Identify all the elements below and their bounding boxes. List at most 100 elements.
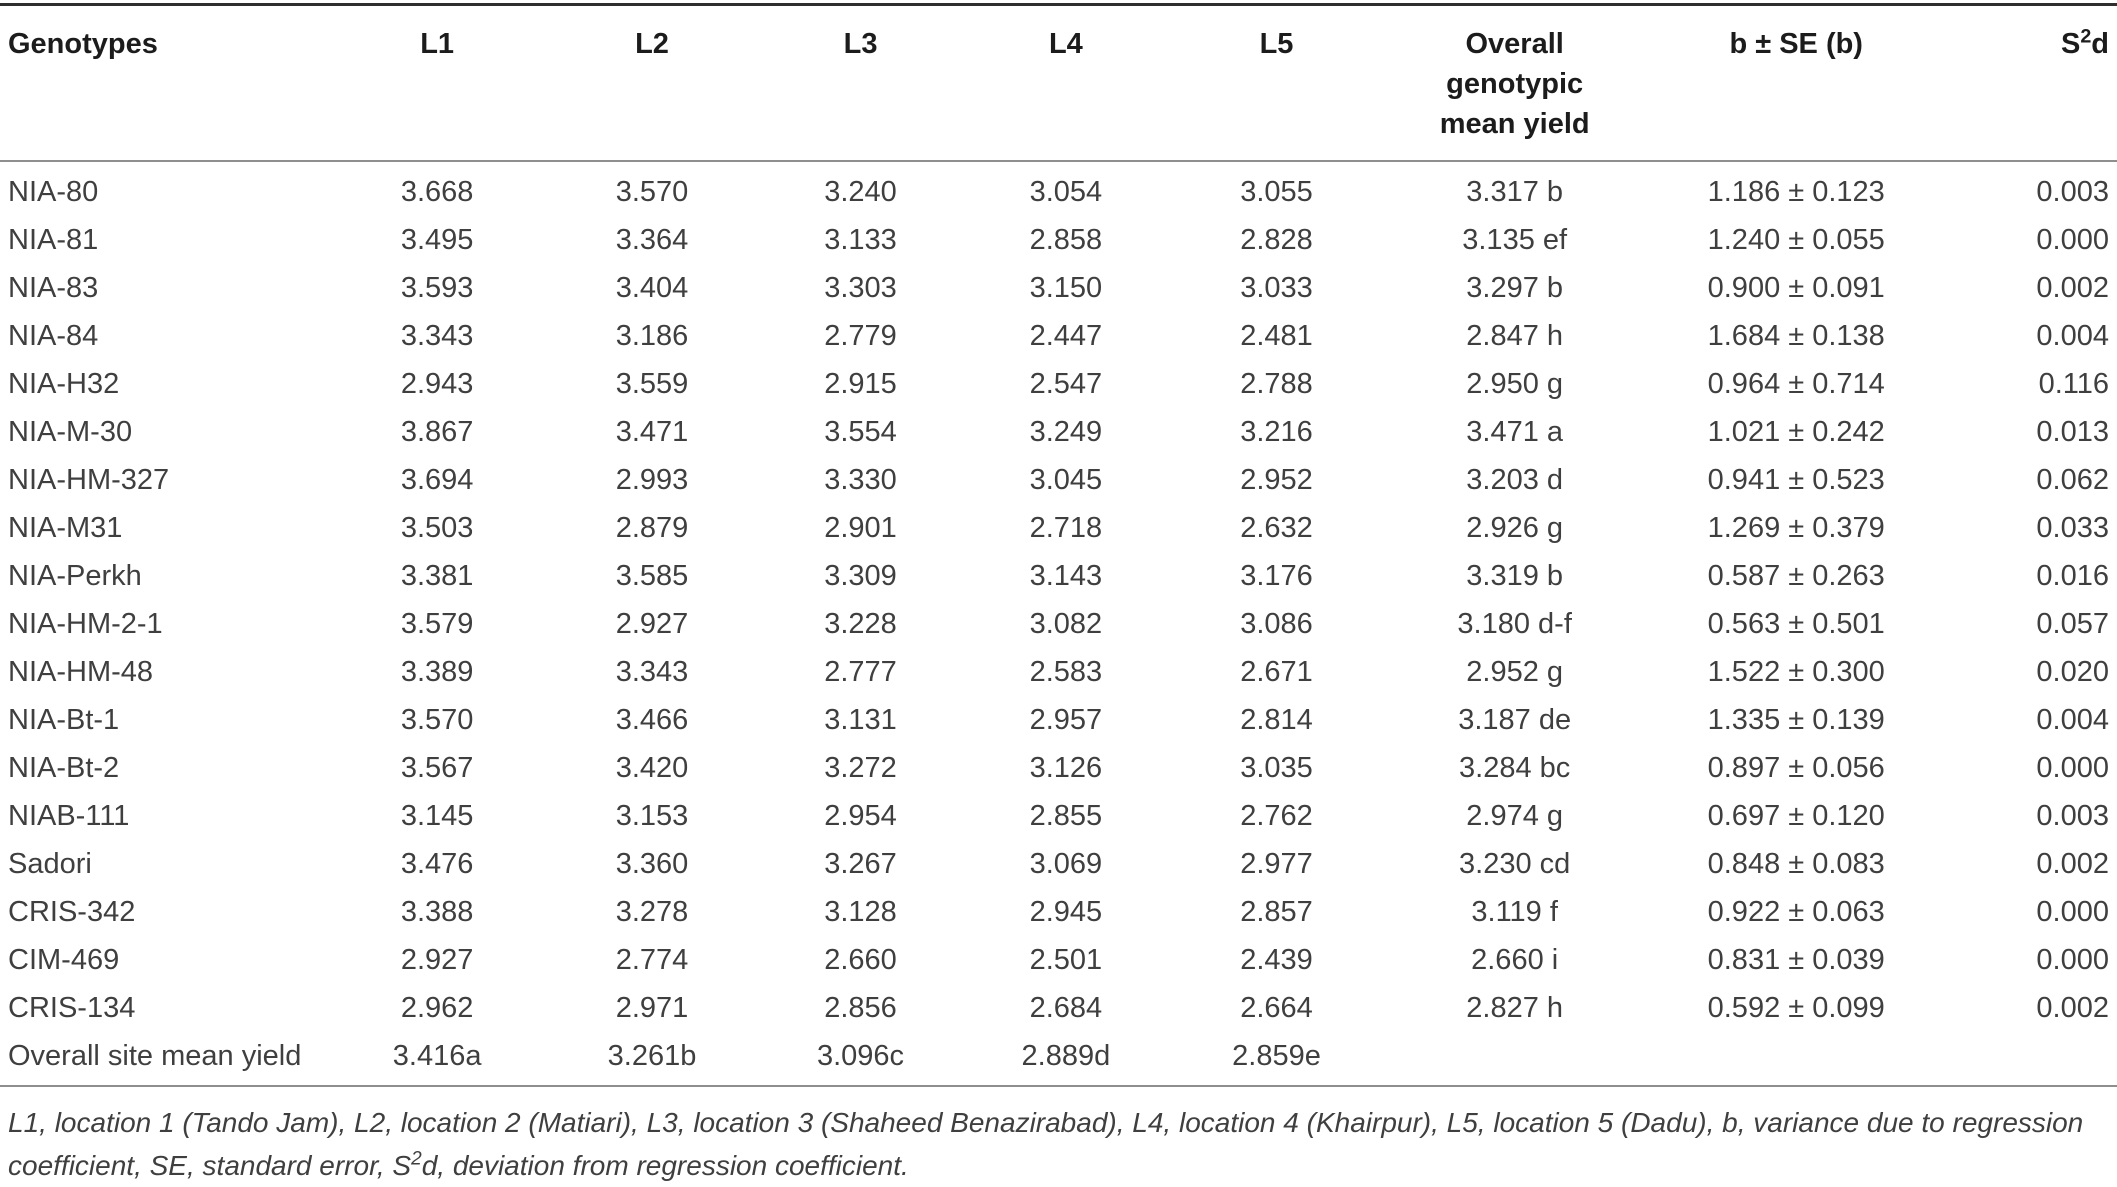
cell-l3: 3.267: [824, 848, 897, 880]
cell-b-se: [1645, 1033, 1948, 1086]
table-row: NIA-Bt-1 3.570 3.466 3.131 2.957 2.814 3.187 d…: [0, 697, 2117, 745]
cell-l2: 3.364: [615, 224, 689, 256]
cell-l4: 2.501: [1029, 944, 1103, 976]
cell-s2d: 0.116: [2038, 368, 2109, 400]
table-row: NIA-Perkh 3.381 3.585 3.309 3.143 3.176 3.319 …: [0, 553, 2117, 601]
header-l4: L4: [963, 4, 1169, 162]
cell-l2: 3.585: [615, 560, 689, 592]
cell-l5: 2.439: [1240, 944, 1313, 976]
cell-overall: 3.187 de: [1458, 704, 1572, 736]
cell-b-se: 1.269 ± 0.379: [1707, 512, 1885, 544]
header-l2: L2: [546, 4, 758, 162]
cell-overall: 2.660 i: [1471, 944, 1559, 976]
cell-l1: 3.476: [400, 848, 474, 880]
cell-l2: 2.927: [615, 608, 689, 640]
cell-b-se: 0.922 ± 0.063: [1707, 896, 1885, 928]
cell-l1: 3.381: [400, 560, 474, 592]
cell-l5: 3.176: [1240, 560, 1313, 592]
cell-l2: 3.404: [615, 272, 689, 304]
cell-s2d: 0.000: [2036, 896, 2109, 928]
header-s2d-base: S: [2060, 28, 2081, 60]
cell-l3: 3.131: [824, 704, 897, 736]
cell-l4: 2.855: [1029, 800, 1103, 832]
cell-l2: 3.471: [615, 416, 689, 448]
cell-b-se: 0.941 ± 0.523: [1707, 464, 1885, 496]
cell-l4: 2.547: [1029, 368, 1103, 400]
cell-l1: 2.962: [400, 992, 474, 1024]
cell-l3: 3.330: [824, 464, 897, 496]
cell-s2d: 0.033: [2036, 512, 2109, 544]
cell-b-se: 0.592 ± 0.099: [1707, 992, 1885, 1024]
cell-overall: 2.950 g: [1466, 368, 1564, 400]
cell-l4: 2.718: [1029, 512, 1103, 544]
cell-overall: 3.203 d: [1466, 464, 1564, 496]
cell-overall: 3.471 a: [1466, 416, 1564, 448]
cell-l5: 2.977: [1240, 848, 1313, 880]
cell-l1: 3.867: [400, 416, 474, 448]
cell-s2d: 0.003: [2036, 800, 2109, 832]
cell-genotype: NIA-M31: [8, 512, 123, 544]
cell-l3: 3.272: [824, 752, 897, 784]
cell-l3: 2.915: [824, 368, 897, 400]
footnote-text-1: L1, location 1 (Tando Jam), L2, location…: [8, 1107, 2084, 1181]
cell-genotype: CIM-469: [8, 944, 120, 976]
cell-l2: 3.261b: [607, 1040, 697, 1072]
cell-l2: 3.570: [615, 176, 689, 208]
cell-l4: 2.945: [1029, 896, 1103, 928]
cell-genotype: NIA-84: [8, 320, 99, 352]
cell-l5: 2.857: [1240, 896, 1313, 928]
cell-genotype: CRIS-342: [8, 896, 136, 928]
cell-l1: 3.389: [400, 656, 474, 688]
table-row: Sadori 3.476 3.360 3.267 3.069 2.977 3.230 cd 0…: [0, 841, 2117, 889]
cell-genotype: NIA-H32: [8, 368, 120, 400]
genotype-yield-table: Genotypes L1 L2 L3 L4 L5 Overall genotyp…: [0, 3, 2117, 1087]
cell-l1: 3.593: [400, 272, 474, 304]
table-row: CIM-469 2.927 2.774 2.660 2.501 2.439 2.660 i 0…: [0, 937, 2117, 985]
table-row: NIA-HM-48 3.389 3.343 2.777 2.583 2.671 2.952 …: [0, 649, 2117, 697]
table-body: NIA-80 3.668 3.570 3.240 3.054 3.055 3.317 b 1.…: [0, 161, 2117, 1086]
cell-l5: 2.828: [1240, 224, 1313, 256]
cell-genotype: NIA-HM-48: [8, 656, 154, 688]
cell-s2d: 0.003: [2036, 176, 2109, 208]
header-l3: L3: [757, 4, 964, 162]
cell-s2d: 0.000: [2036, 752, 2109, 784]
cell-l3: 3.240: [824, 176, 897, 208]
cell-b-se: 1.335 ± 0.139: [1707, 704, 1885, 736]
footnote-superscript: 2: [411, 1148, 422, 1170]
table-row: NIA-80 3.668 3.570 3.240 3.054 3.055 3.317 b 1.…: [0, 161, 2117, 217]
cell-s2d: 0.002: [2036, 848, 2109, 880]
table-row: Overall site mean yield 3.416a 3.261b 3.096…: [0, 1033, 2117, 1086]
cell-l4: 2.583: [1029, 656, 1103, 688]
cell-l1: 3.570: [400, 704, 474, 736]
cell-l1: 2.927: [400, 944, 474, 976]
cell-genotype: NIA-HM-2-1: [8, 608, 163, 640]
cell-s2d: 0.062: [2036, 464, 2109, 496]
table-row: NIA-84 3.343 3.186 2.779 2.447 2.481 2.847 h 1.…: [0, 313, 2117, 361]
cell-s2d: 0.002: [2036, 272, 2109, 304]
table-row: NIAB-111 3.145 3.153 2.954 2.855 2.762 2.974 g…: [0, 793, 2117, 841]
cell-l1: 3.343: [400, 320, 474, 352]
cell-l5: 2.762: [1240, 800, 1313, 832]
table-row: NIA-M31 3.503 2.879 2.901 2.718 2.632 2.926 g 1…: [0, 505, 2117, 553]
header-overall-text: Overall genotypic mean yield: [1439, 28, 1590, 140]
cell-s2d: 0.002: [2036, 992, 2109, 1024]
cell-l5: 3.086: [1240, 608, 1313, 640]
cell-overall: 2.827 h: [1466, 992, 1564, 1024]
cell-overall: 3.119 f: [1471, 896, 1558, 928]
cell-l3: 2.856: [824, 992, 897, 1024]
cell-l3: 3.133: [824, 224, 897, 256]
cell-l1: 3.503: [400, 512, 474, 544]
cell-overall: 2.974 g: [1466, 800, 1564, 832]
cell-l3: 3.554: [824, 416, 897, 448]
cell-l4: 2.447: [1029, 320, 1103, 352]
table-row: NIA-83 3.593 3.404 3.303 3.150 3.033 3.297 b 0.…: [0, 265, 2117, 313]
header-s2d-superscript: 2: [2080, 25, 2092, 48]
cell-genotype: Overall site mean yield: [8, 1040, 302, 1072]
cell-l5: 3.055: [1240, 176, 1313, 208]
cell-l1: 3.579: [400, 608, 474, 640]
cell-genotype: NIA-81: [8, 224, 99, 256]
cell-l2: 2.879: [615, 512, 689, 544]
cell-overall: 3.297 b: [1466, 272, 1564, 304]
cell-s2d: 0.013: [2036, 416, 2109, 448]
cell-genotype: CRIS-134: [8, 992, 136, 1024]
